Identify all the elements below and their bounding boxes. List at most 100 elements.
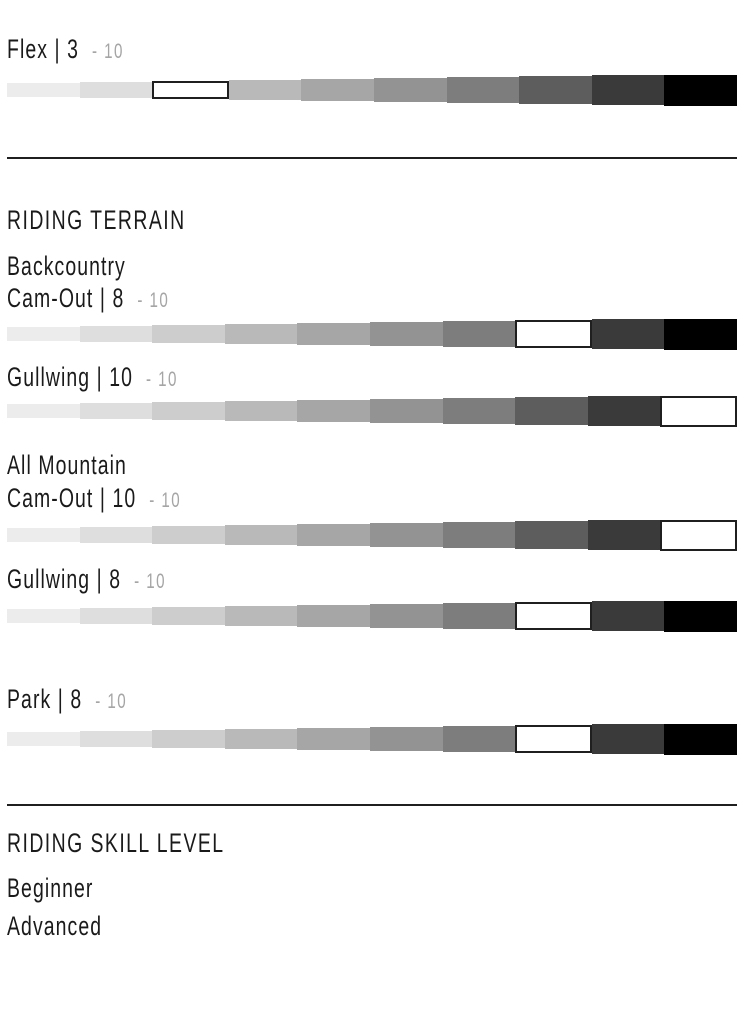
bar-segment [369, 399, 443, 423]
bar-segment [591, 724, 665, 754]
bar-segment [7, 327, 80, 341]
bar-segment-selected [660, 395, 737, 427]
rating-max: - 10 [95, 690, 128, 713]
bar-segment [79, 326, 153, 342]
pipe-separator: | [54, 34, 61, 64]
bar-segment [7, 404, 80, 418]
bar-segment [587, 396, 661, 426]
rating-name: Gullwing [7, 564, 91, 594]
bar-segment [7, 528, 80, 542]
bar-segment [591, 75, 665, 105]
bar-segment [515, 521, 588, 549]
bar-segment [79, 403, 153, 419]
bar-segment [228, 80, 302, 100]
bar-segment [224, 401, 298, 421]
bar-segment [297, 728, 370, 750]
bar-segment [442, 603, 516, 629]
section-divider [7, 804, 737, 806]
bar-segment [297, 605, 370, 627]
pipe-separator: | [99, 483, 107, 513]
rating-value: 8 [112, 283, 125, 313]
allmountain-camout-label: Cam-Out | 10 - 10 [7, 485, 740, 514]
rating-bar-flex [7, 73, 737, 107]
bar-segment [224, 525, 298, 545]
bar-segment [152, 730, 225, 748]
bar-segment [446, 77, 520, 103]
bar-segment-selected [515, 320, 592, 348]
riding-skill-level-heading: RIDING SKILL LEVEL [7, 828, 225, 858]
backcountry-camout-label: Cam-Out | 8 - 10 [7, 285, 740, 314]
rating-name: Park [7, 684, 52, 714]
pipe-separator: | [57, 684, 64, 714]
bar-segment-selected [515, 725, 592, 753]
pipe-separator: | [96, 564, 103, 594]
bar-segment [664, 723, 737, 755]
rating-name: Flex [7, 34, 49, 64]
bar-segment [442, 726, 516, 752]
bar-segment [224, 729, 298, 749]
riding-terrain-heading: RIDING TERRAIN [7, 205, 186, 235]
bar-segment [519, 76, 592, 104]
rating-value: 10 [109, 362, 134, 392]
bar-segment [224, 324, 298, 344]
rating-max: - 10 [137, 289, 170, 312]
bar-segment [369, 727, 443, 751]
bar-segment [79, 82, 153, 98]
bar-segment [297, 400, 370, 422]
rating-max: - 10 [92, 40, 124, 63]
group-name-all-mountain: All Mountain [7, 450, 127, 480]
rating-value: 3 [67, 34, 80, 64]
bar-segment [7, 83, 80, 97]
bar-segment [442, 398, 516, 424]
rating-bar-backcountry-camout [7, 317, 737, 351]
rating-max: - 10 [134, 570, 166, 593]
bar-segment [79, 608, 153, 624]
bar-segment [515, 397, 588, 425]
park-rating-label: Park | 8 - 10 [7, 686, 740, 715]
rating-value: 8 [109, 564, 122, 594]
flex-rating-text: Flex | 3 - 10 [7, 36, 124, 65]
bar-segment-selected [515, 602, 592, 630]
pipe-separator: | [96, 362, 103, 392]
bar-segment [7, 609, 80, 623]
bar-segment [152, 607, 225, 625]
bar-segment [79, 731, 153, 747]
bar-segment [373, 78, 447, 102]
flex-rating-label: Flex | 3 - 10 [7, 36, 740, 65]
bar-segment [442, 321, 516, 347]
allmountain-gullwing-label: Gullwing | 8 - 10 [7, 566, 740, 595]
bar-segment [587, 520, 661, 550]
bar-segment [442, 522, 516, 548]
skill-level-advanced: Advanced [7, 911, 103, 941]
bar-segment [664, 318, 737, 350]
bar-segment [369, 322, 443, 346]
bar-segment [301, 79, 374, 101]
bar-segment-selected [660, 519, 737, 551]
bar-segment [152, 325, 225, 343]
rating-bar-allmountain-camout [7, 518, 737, 552]
bar-segment [79, 527, 153, 543]
bar-segment [369, 604, 443, 628]
rating-name: Gullwing [7, 362, 91, 392]
bar-segment [297, 524, 370, 546]
bar-segment [664, 600, 737, 632]
bar-segment [224, 606, 298, 626]
bar-segment [664, 74, 737, 106]
bar-segment [152, 402, 225, 420]
skill-level-beginner: Beginner [7, 873, 94, 903]
rating-max: - 10 [146, 368, 178, 391]
rating-name: Cam-Out [7, 483, 94, 513]
rating-bar-allmountain-gullwing [7, 599, 737, 633]
rating-value: 8 [70, 684, 83, 714]
bar-segment [297, 323, 370, 345]
rating-max: - 10 [149, 489, 182, 512]
bar-segment [591, 319, 665, 349]
rating-name: Cam-Out [7, 283, 94, 313]
rating-bar-park [7, 722, 737, 756]
rating-bar-backcountry-gullwing [7, 394, 737, 428]
bar-segment [369, 523, 443, 547]
section-divider [7, 157, 737, 159]
rating-value: 10 [112, 483, 137, 513]
bar-segment [152, 526, 225, 544]
pipe-separator: | [99, 283, 107, 313]
